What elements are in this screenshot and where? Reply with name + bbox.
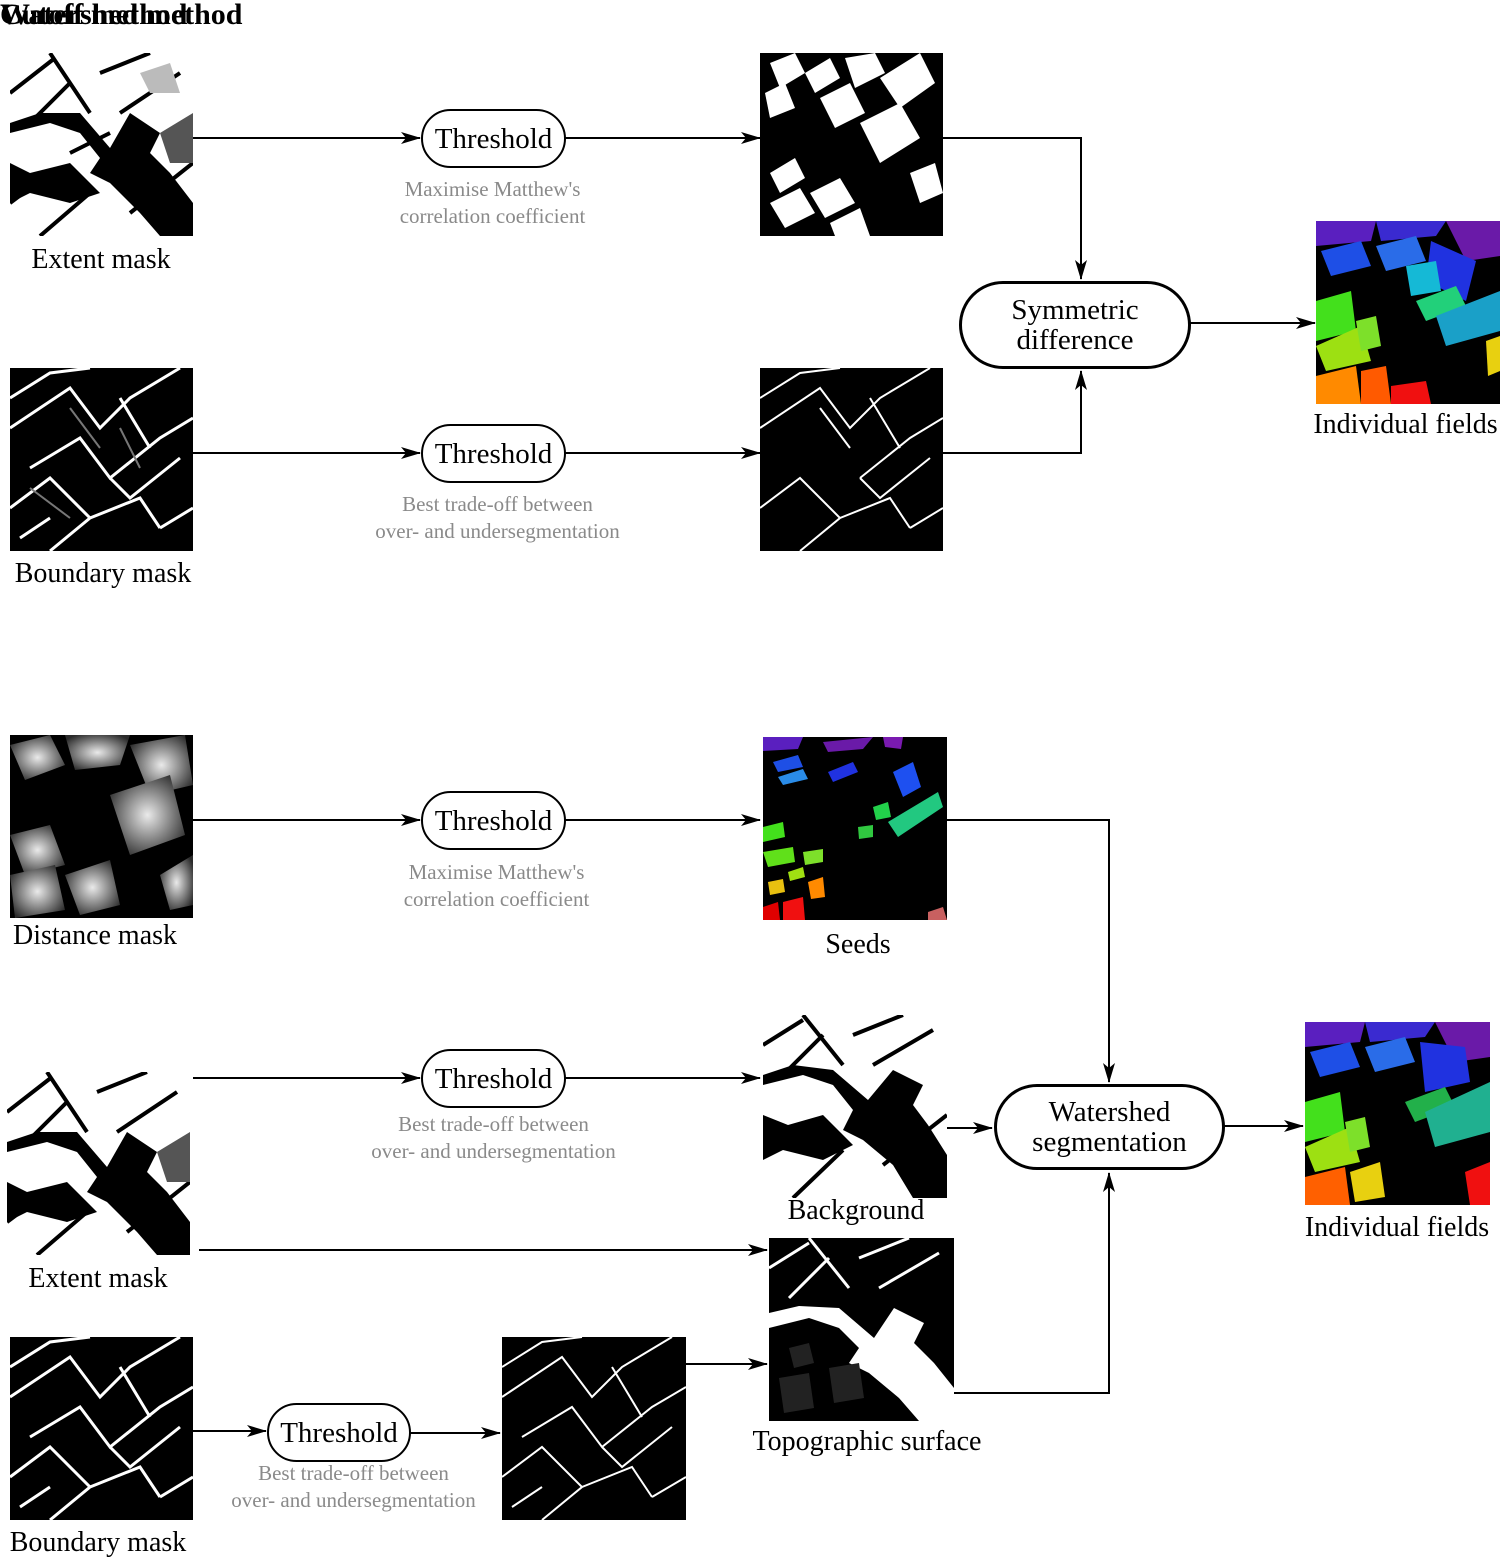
watershed-segmentation-label-line-2: segmentation	[1032, 1126, 1187, 1158]
arrow-cutoff-extent-to-symdiff	[943, 137, 1087, 280]
watershed-threshold-2-note: Best trade-off between over- and underse…	[336, 1111, 651, 1165]
cutoff-boundary-threshold-image	[760, 368, 943, 551]
cutoff-threshold-1-label: Threshold	[434, 122, 553, 155]
cutoff-threshold-2-note-line-2: over- and undersegmentation	[375, 519, 620, 543]
watershed-segmentation-node: Watershed segmentation	[994, 1084, 1225, 1170]
background-caption: Background	[787, 1195, 925, 1226]
symmetric-difference-label-line-1: Symmetric	[1011, 294, 1139, 326]
watershed-threshold-2-note-line-2: over- and undersegmentation	[371, 1139, 616, 1163]
watershed-threshold-1: Threshold	[421, 791, 566, 850]
cutoff-title: Cutoff method	[0, 0, 188, 31]
boundary-threshold-image	[502, 1337, 686, 1520]
watershed-title: Watershed method	[0, 0, 243, 31]
watershed-individual-fields-image	[1305, 1022, 1490, 1205]
watershed-threshold-1-note: Maximise Matthew's correlation coefficie…	[344, 859, 649, 913]
watershed-threshold-3-note: Best trade-off between over- and underse…	[196, 1460, 511, 1514]
topographic-surface-image	[769, 1238, 954, 1421]
cutoff-threshold-1: Threshold	[421, 109, 566, 168]
background-image	[763, 1015, 947, 1198]
watershed-threshold-2: Threshold	[421, 1049, 566, 1108]
arrow-topographic-to-watershed	[954, 1172, 1115, 1394]
watershed-boundary-caption: Boundary mask	[9, 1527, 187, 1558]
cutoff-extent-caption: Extent mask	[31, 244, 171, 275]
cutoff-threshold-2-note: Best trade-off between over- and underse…	[340, 491, 655, 545]
cutoff-threshold-1-note-line-1: Maximise Matthew's	[404, 177, 581, 201]
cutoff-threshold-1-note-line-2: correlation coefficient	[399, 204, 586, 228]
symmetric-difference-label-line-2: difference	[1016, 324, 1134, 356]
cutoff-threshold-2-label: Threshold	[434, 437, 553, 470]
watershed-threshold-1-note-line-2: correlation coefficient	[403, 887, 590, 911]
watershed-threshold-2-note-line-1: Best trade-off between	[398, 1112, 589, 1136]
topographic-surface-caption: Topographic surface	[752, 1426, 982, 1457]
arrow-cutoff-boundary-to-symdiff	[943, 370, 1087, 454]
seeds-caption: Seeds	[825, 929, 891, 960]
watershed-threshold-3: Threshold	[267, 1403, 411, 1462]
watershed-threshold-3-note-line-2: over- and undersegmentation	[231, 1488, 476, 1512]
cutoff-extent-threshold-image	[760, 53, 943, 236]
watershed-threshold-2-label: Threshold	[434, 1062, 553, 1095]
distance-mask-image	[10, 735, 193, 918]
cutoff-extent-mask-image	[10, 53, 193, 236]
seeds-image	[763, 737, 947, 920]
watershed-extent-caption: Extent mask	[28, 1263, 168, 1294]
cutoff-boundary-caption: Boundary mask	[14, 558, 192, 589]
distance-mask-caption: Distance mask	[12, 920, 178, 951]
cutoff-threshold-1-note: Maximise Matthew's correlation coefficie…	[340, 176, 645, 230]
watershed-threshold-3-label: Threshold	[280, 1416, 398, 1449]
watershed-segmentation-label-line-1: Watershed	[1048, 1096, 1171, 1128]
watershed-boundary-mask-image	[10, 1337, 193, 1520]
cutoff-threshold-2: Threshold	[421, 424, 566, 483]
cutoff-boundary-mask-image	[10, 368, 193, 551]
cutoff-threshold-2-note-line-1: Best trade-off between	[402, 492, 593, 516]
watershed-threshold-3-note-line-1: Best trade-off between	[258, 1461, 449, 1485]
watershed-output-caption: Individual fields	[1304, 1212, 1490, 1243]
watershed-threshold-1-note-line-1: Maximise Matthew's	[408, 860, 585, 884]
cutoff-output-caption: Individual fields	[1313, 409, 1498, 440]
cutoff-individual-fields-image	[1316, 221, 1500, 404]
watershed-extent-mask-image	[7, 1072, 190, 1255]
arrow-seeds-to-watershed	[947, 819, 1115, 1083]
symmetric-difference-node: Symmetric difference	[959, 281, 1191, 369]
watershed-threshold-1-label: Threshold	[434, 804, 553, 837]
